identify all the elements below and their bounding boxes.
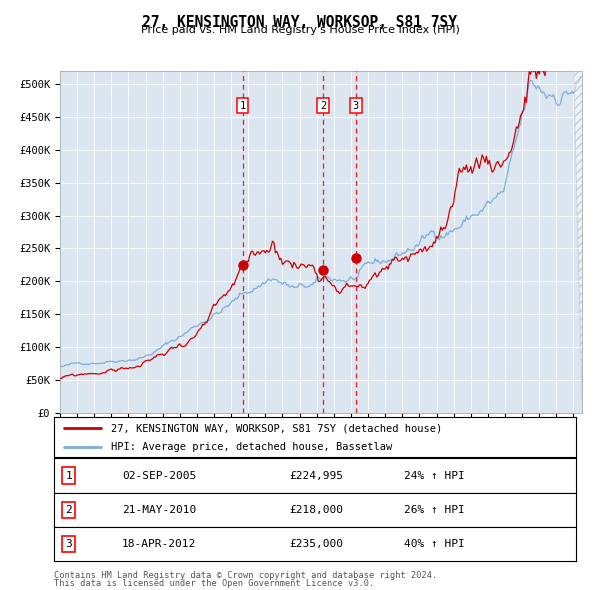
Text: 2: 2: [320, 101, 326, 111]
Text: £224,995: £224,995: [289, 471, 343, 480]
Text: 18-APR-2012: 18-APR-2012: [122, 539, 196, 549]
Text: £218,000: £218,000: [289, 505, 343, 514]
Text: HPI: Average price, detached house, Bassetlaw: HPI: Average price, detached house, Bass…: [112, 442, 392, 452]
Text: Contains HM Land Registry data © Crown copyright and database right 2024.: Contains HM Land Registry data © Crown c…: [54, 571, 437, 579]
Text: 24% ↑ HPI: 24% ↑ HPI: [404, 471, 464, 480]
Text: 3: 3: [65, 539, 72, 549]
Polygon shape: [574, 71, 582, 413]
Text: £235,000: £235,000: [289, 539, 343, 549]
Text: 02-SEP-2005: 02-SEP-2005: [122, 471, 196, 480]
Text: 26% ↑ HPI: 26% ↑ HPI: [404, 505, 464, 514]
Text: 21-MAY-2010: 21-MAY-2010: [122, 505, 196, 514]
Text: 40% ↑ HPI: 40% ↑ HPI: [404, 539, 464, 549]
Text: 3: 3: [353, 101, 359, 111]
Text: 1: 1: [65, 471, 72, 480]
Text: 27, KENSINGTON WAY, WORKSOP, S81 7SY (detached house): 27, KENSINGTON WAY, WORKSOP, S81 7SY (de…: [112, 424, 443, 434]
Text: 2: 2: [65, 505, 72, 514]
Text: This data is licensed under the Open Government Licence v3.0.: This data is licensed under the Open Gov…: [54, 579, 374, 588]
Text: 1: 1: [239, 101, 246, 111]
Text: Price paid vs. HM Land Registry's House Price Index (HPI): Price paid vs. HM Land Registry's House …: [140, 25, 460, 35]
Text: 27, KENSINGTON WAY, WORKSOP, S81 7SY: 27, KENSINGTON WAY, WORKSOP, S81 7SY: [143, 15, 458, 30]
